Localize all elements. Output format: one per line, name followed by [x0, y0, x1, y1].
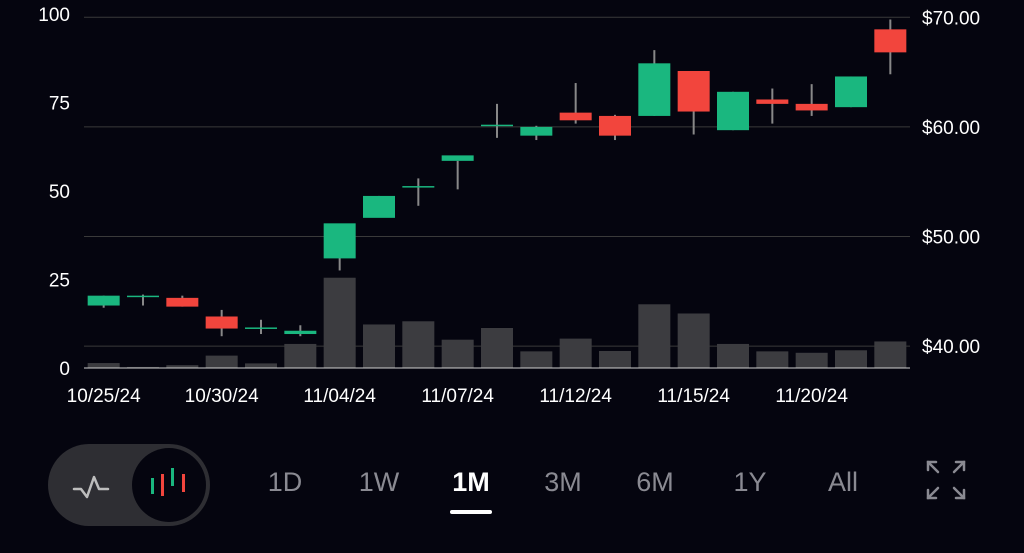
range-1d-button[interactable]: 1D [267, 467, 303, 497]
candle-up [481, 124, 513, 127]
range-1w-button[interactable]: 1W [358, 467, 400, 497]
x-tick-label: 11/15/24 [657, 386, 730, 407]
x-tick-label: 10/25/24 [67, 386, 141, 407]
candle-up [835, 76, 867, 108]
volume-bar [717, 343, 749, 368]
candle-up [284, 330, 317, 335]
volume-tick-label: 0 [59, 359, 70, 380]
volume-bar [756, 351, 789, 368]
candlestick-chart[interactable]: $40.00 $50.00 $60.00 $70.00 0 25 50 75 100 10/25/… [0, 0, 1024, 420]
volume-bar [363, 324, 395, 368]
range-1y-button[interactable]: 1Y [733, 467, 767, 497]
candle-up [638, 63, 671, 116]
candle-up [87, 295, 120, 306]
candle-down [677, 70, 710, 112]
selected-range-underline [450, 510, 492, 514]
candle-up [363, 195, 395, 218]
range-all-button[interactable]: All [827, 467, 858, 497]
price-tick-label: $40.00 [922, 337, 980, 358]
candle-up [441, 155, 474, 161]
line-chart-icon [72, 475, 110, 499]
candle-down [559, 112, 592, 121]
candle-up [323, 223, 356, 259]
chart-type-toggle[interactable] [48, 444, 210, 526]
x-tick-label: 11/12/24 [539, 386, 612, 407]
x-tick-label: 10/30/24 [185, 386, 259, 407]
volume-bar [127, 366, 159, 368]
volume-bar [559, 338, 592, 368]
candlestick-chart-icon [151, 468, 185, 496]
candle-down [166, 297, 199, 307]
x-tick-label: 11/04/24 [303, 386, 376, 407]
range-3m-button[interactable]: 3M [544, 467, 582, 497]
range-1m-label: 1M [452, 467, 490, 497]
candle-up [245, 327, 277, 329]
candlestick-chart-button[interactable] [132, 448, 206, 522]
volume-bar [87, 363, 120, 368]
candle-up [402, 186, 435, 188]
price-tick-label: $60.00 [922, 118, 980, 139]
volume-bar [166, 365, 199, 368]
candle-down [205, 316, 238, 329]
volume-bar [284, 343, 317, 368]
volume-bar [402, 321, 435, 368]
candle-up [520, 126, 553, 136]
volume-tick-label: 100 [38, 5, 70, 26]
candle-down [795, 103, 828, 111]
volume-bar [323, 277, 356, 368]
volume-bar [677, 313, 710, 368]
candle-down [599, 115, 631, 136]
price-tick-label: $70.00 [922, 8, 980, 29]
volume-bar [795, 352, 828, 368]
range-6m-button[interactable]: 6M [636, 467, 674, 497]
volume-tick-label: 75 [49, 94, 70, 115]
range-1m-button[interactable]: 1M [426, 458, 516, 514]
candle-up [127, 295, 159, 298]
volume-bar [520, 351, 553, 368]
volume-bar [481, 327, 513, 368]
price-tick-label: $50.00 [922, 227, 980, 248]
candle-up [717, 91, 749, 131]
volume-bar [638, 304, 671, 368]
volume-bar [205, 355, 238, 368]
volume-bar [874, 341, 907, 368]
expand-fullscreen-icon [926, 460, 966, 500]
volume-tick-label: 25 [49, 271, 70, 292]
expand-button[interactable] [924, 458, 968, 502]
volume-bar [835, 350, 867, 368]
volume-bar [599, 351, 631, 368]
candle-down [756, 99, 789, 104]
candle-down [874, 29, 907, 53]
x-tick-label: 11/20/24 [775, 386, 848, 407]
x-tick-label: 11/07/24 [421, 386, 494, 407]
line-chart-button[interactable] [54, 448, 128, 522]
volume-bar [441, 339, 474, 368]
volume-bar [245, 363, 277, 368]
volume-tick-label: 50 [49, 182, 70, 203]
